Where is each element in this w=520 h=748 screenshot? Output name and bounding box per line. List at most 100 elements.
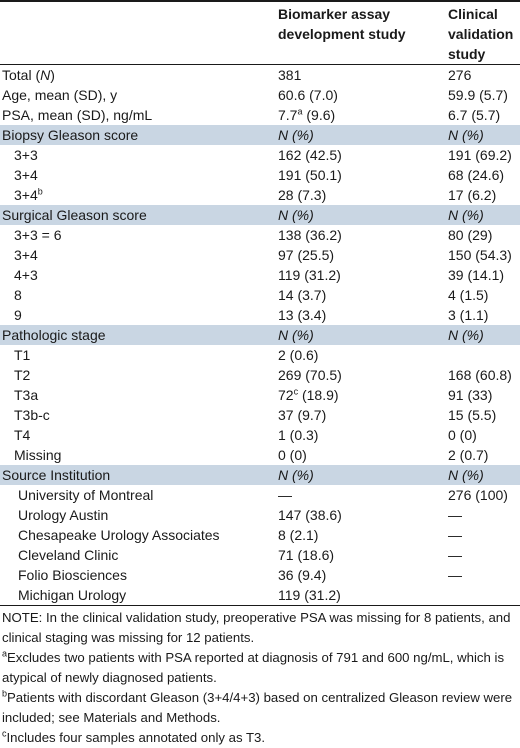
table-row: PSA, mean (SD), ng/mL 7.7a (9.6) 6.7 (5.… (0, 105, 520, 125)
cell: N (%) (446, 205, 520, 225)
table-row: Age, mean (SD), y 60.6 (7.0) 59.9 (5.7) (0, 85, 520, 105)
note-c-text: Includes four samples annotated only as … (6, 730, 266, 745)
characteristics-table: Biomarker assay development study Clinic… (0, 2, 520, 605)
cell (446, 585, 520, 605)
table-row: 3+4 191 (50.1) 68 (24.6) (0, 165, 520, 185)
row-label: Total (N) (2, 67, 55, 83)
header-row: Biomarker assay development study Clinic… (0, 2, 520, 65)
cell: 1 (0.3) (278, 427, 319, 443)
cell: 119 (31.2) (278, 267, 341, 283)
cell: 168 (60.8) (448, 367, 512, 383)
cell: 7.7a (9.6) (276, 105, 446, 125)
cell: 71 (18.6) (278, 547, 335, 563)
row-label: Urology Austin (18, 507, 109, 523)
cell: 13 (3.4) (278, 307, 327, 323)
row-label: 3+3 (14, 147, 38, 163)
section-row: Source Institution N (%) N (%) (0, 465, 520, 485)
table-row: 3+3 162 (42.5) 191 (69.2) (0, 145, 520, 165)
cell: N (%) (446, 125, 520, 145)
row-label: Folio Biosciences (18, 567, 127, 583)
footnote-mark: c (293, 386, 299, 397)
table-row: T3a 72c (18.9) 91 (33) (0, 385, 520, 405)
cell: 269 (70.5) (278, 367, 342, 383)
table-row: Folio Biosciences 36 (9.4) — (0, 565, 520, 585)
row-label: T3a (14, 387, 39, 403)
bottom-rule (0, 605, 520, 606)
table-row: 8 14 (3.7) 4 (1.5) (0, 285, 520, 305)
row-label: Cleveland Clinic (18, 547, 119, 563)
cell: 8 (2.1) (278, 527, 319, 543)
table-row: T1 2 (0.6) (0, 345, 520, 365)
section-row: Surgical Gleason score N (%) N (%) (0, 205, 520, 225)
footnote-mark: a (2, 648, 8, 659)
header-col3: Clinical validation study (448, 6, 514, 62)
table-row: University of Montreal — 276 (100) (0, 485, 520, 505)
row-label: 3+4b (0, 185, 276, 205)
header-col2: Biomarker assay development study (278, 6, 406, 42)
row-label: PSA, mean (SD), ng/mL (2, 107, 153, 123)
note-c: cIncludes four samples annotated only as… (2, 728, 516, 748)
cell: 3 (1.1) (448, 307, 489, 323)
cell: 150 (54.3) (448, 247, 512, 263)
cell: N (%) (446, 325, 520, 345)
cell: 91 (33) (448, 387, 493, 403)
row-label: 3+4 (14, 167, 38, 183)
top-rule (0, 0, 520, 2)
cell: 68 (24.6) (448, 167, 505, 183)
table-row: T3b-c 37 (9.7) 15 (5.5) (0, 405, 520, 425)
row-label: Michigan Urology (18, 587, 127, 603)
table-row: T4 1 (0.3) 0 (0) (0, 425, 520, 445)
row-label: 9 (14, 307, 22, 323)
table-notes: NOTE: In the clinical validation study, … (2, 608, 516, 748)
row-label: T1 (14, 347, 31, 363)
cell-value: 72 (278, 387, 294, 403)
header-col1 (0, 2, 276, 65)
footnote-mark: b (2, 688, 8, 699)
footnote-mark: b (37, 186, 43, 197)
footnote-mark: a (297, 106, 303, 117)
cell (446, 345, 520, 365)
cell: 0 (0) (448, 427, 477, 443)
table-row: T2 269 (70.5) 168 (60.8) (0, 365, 520, 385)
cell: 119 (31.2) (278, 587, 341, 603)
footnote-mark: c (2, 728, 7, 739)
note-a-text: Excludes two patients with PSA reported … (2, 650, 505, 685)
cell: 59.9 (5.7) (448, 87, 508, 103)
table-row: 9 13 (3.4) 3 (1.1) (0, 305, 520, 325)
row-label: T3b-c (14, 407, 50, 423)
cell: 6.7 (5.7) (448, 107, 501, 123)
row-label: Missing (14, 447, 62, 463)
section-label: Biopsy Gleason score (0, 125, 276, 145)
table-row: Missing 0 (0) 2 (0.7) (0, 445, 520, 465)
table-row: Michigan Urology 119 (31.2) (0, 585, 520, 605)
row-label: University of Montreal (18, 487, 154, 503)
cell: — (448, 547, 462, 563)
row-label-text: 3+4 (14, 187, 38, 203)
table-row: 3+4 97 (25.5) 150 (54.3) (0, 245, 520, 265)
cell: 15 (5.5) (448, 407, 497, 423)
row-label: 3+4 (14, 247, 38, 263)
cell: 147 (38.6) (278, 507, 342, 523)
cell: 37 (9.7) (278, 407, 327, 423)
cell: 28 (7.3) (278, 187, 327, 203)
cell: 72c (18.9) (276, 385, 446, 405)
row-label: T4 (14, 427, 31, 443)
table-row: Cleveland Clinic 71 (18.6) — (0, 545, 520, 565)
table-row: Total (N) 381 276 (0, 65, 520, 86)
cell: 162 (42.5) (278, 147, 342, 163)
cell: — (448, 567, 462, 583)
cell: — (448, 507, 462, 523)
table-row: 3+4b 28 (7.3) 17 (6.2) (0, 185, 520, 205)
row-label: Age, mean (SD), y (2, 87, 118, 103)
table-row: 3+3 = 6 138 (36.2) 80 (29) (0, 225, 520, 245)
note-a: aExcludes two patients with PSA reported… (2, 648, 516, 688)
cell: 191 (69.2) (448, 147, 512, 163)
cell: 276 (100) (448, 487, 508, 503)
row-label: 8 (14, 287, 22, 303)
cell: 381 (278, 67, 302, 83)
section-label: Surgical Gleason score (0, 205, 276, 225)
cell: 2 (0.7) (448, 447, 489, 463)
cell-value: (18.9) (298, 387, 339, 403)
cell: 138 (36.2) (278, 227, 342, 243)
cell: — (278, 487, 292, 503)
